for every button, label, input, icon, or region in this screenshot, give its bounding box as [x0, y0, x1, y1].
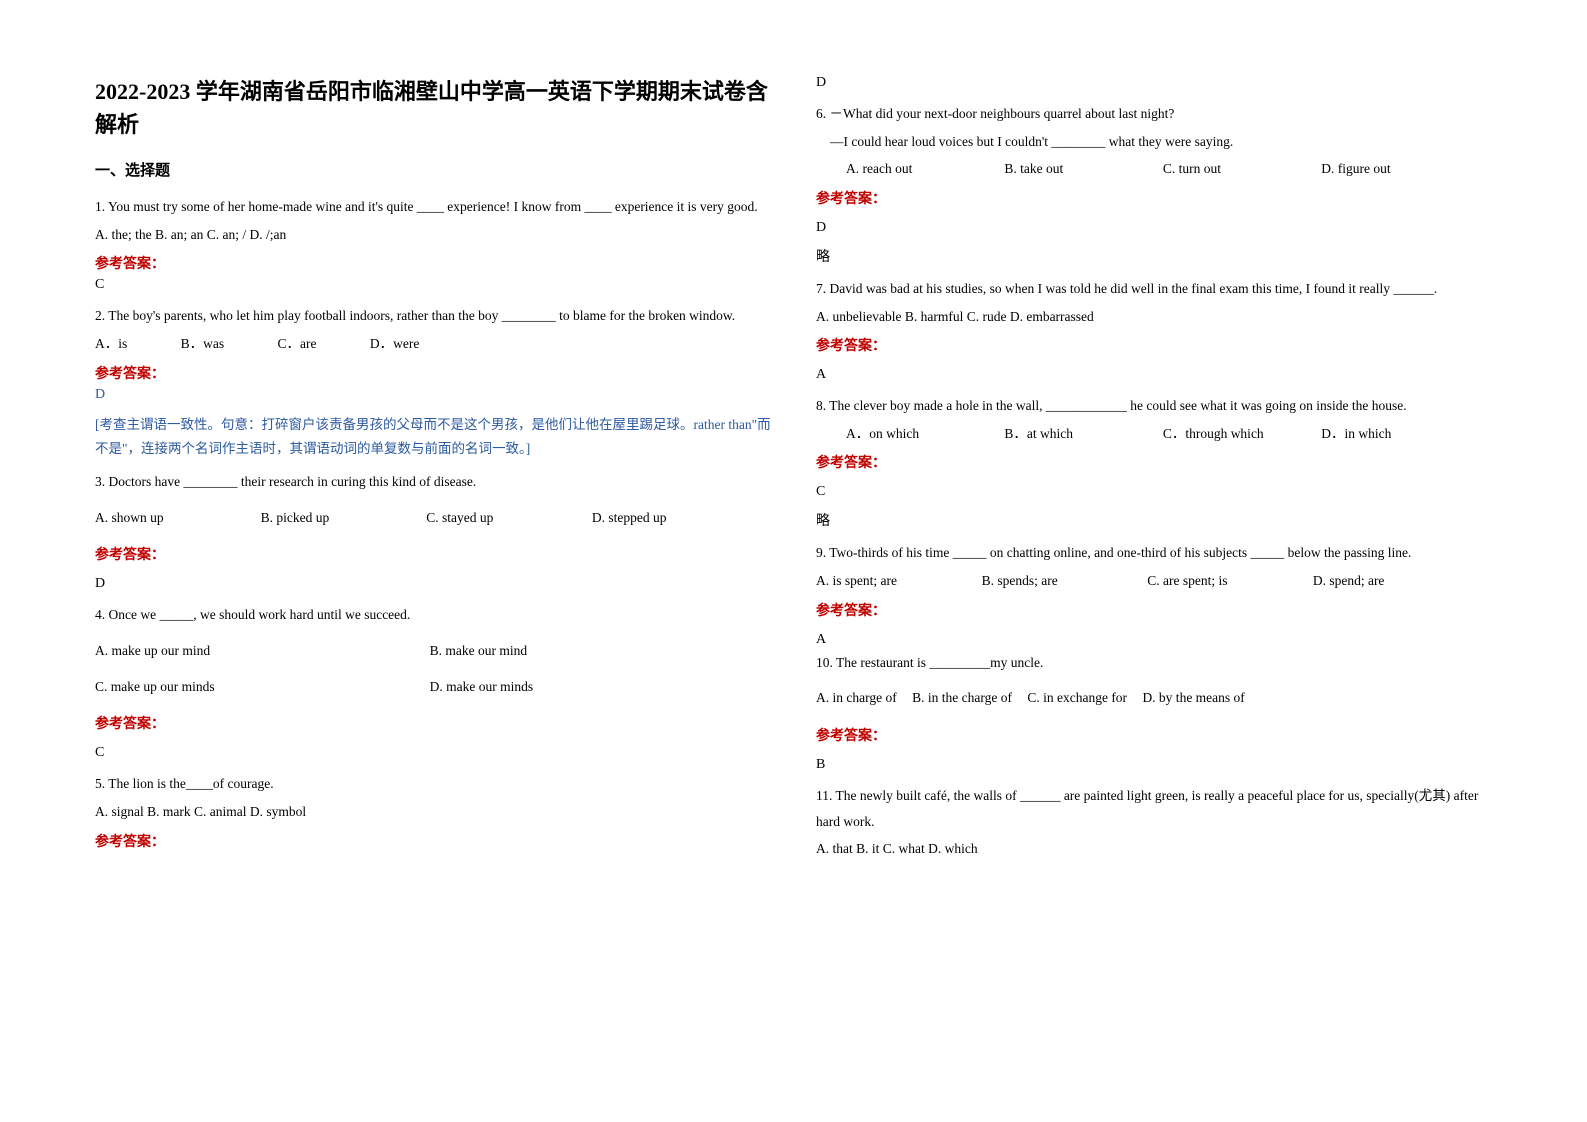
q4-opt-a: A. make up our mind [95, 638, 426, 664]
q10-opt-c: C. in exchange for [1027, 685, 1127, 711]
q11-options: A. that B. it C. what D. which [816, 836, 1492, 862]
q3-opt-a: A. shown up [95, 505, 257, 531]
right-column: D 6. －What did your next-door neighbours… [816, 75, 1492, 1092]
answer-label: 参考答案： [95, 363, 771, 383]
answer-label: 参考答案： [95, 253, 771, 273]
q2-options: A．is B．was C．are D．were [95, 331, 771, 357]
q8-answer: C [816, 484, 1492, 500]
q4-options-row1: A. make up our mind B. make our mind [95, 638, 771, 664]
q8-opt-d: D．in which [1321, 421, 1476, 447]
answer-label: 参考答案： [95, 831, 771, 851]
q3-text: 3. Doctors have ________ their research … [95, 469, 771, 495]
q6-opt-c: C. turn out [1163, 156, 1318, 182]
q4-text: 4. Once we _____, we should work hard un… [95, 602, 771, 628]
q7-answer: A [816, 367, 1492, 383]
q8-options: A．on which B．at which C．through which D．… [816, 421, 1492, 447]
q6-lue: 略 [816, 246, 1492, 266]
q4-options-row2: C. make up our minds D. make our minds [95, 674, 771, 700]
q9-opt-a: A. is spent; are [816, 568, 978, 594]
q9-options: A. is spent; are B. spends; are C. are s… [816, 568, 1492, 594]
q8-opt-c: C．through which [1163, 421, 1318, 447]
q8-lue: 略 [816, 510, 1492, 530]
q9-answer: A [816, 632, 1492, 648]
q6-line2: —I could hear loud voices but I couldn't… [816, 129, 1492, 155]
q2-opt-a: A．is [95, 331, 127, 357]
answer-label: 参考答案： [816, 335, 1492, 355]
q11-text: 11. The newly built café, the walls of _… [816, 783, 1492, 834]
answer-label: 参考答案： [95, 544, 771, 564]
q9-opt-b: B. spends; are [982, 568, 1144, 594]
q4-opt-b: B. make our mind [430, 638, 761, 664]
q4-answer: C [95, 745, 771, 761]
q2-answer: D [95, 387, 771, 403]
q9-opt-c: C. are spent; is [1147, 568, 1309, 594]
q3-opt-b: B. picked up [261, 505, 423, 531]
q8-text: 8. The clever boy made a hole in the wal… [816, 393, 1492, 419]
q10-text: 10. The restaurant is _________my uncle. [816, 650, 1492, 676]
q6-answer: D [816, 220, 1492, 236]
q10-options: A. in charge of B. in the charge of C. i… [816, 685, 1492, 711]
q6-opt-d: D. figure out [1321, 156, 1476, 182]
q9-opt-d: D. spend; are [1313, 568, 1475, 594]
q5-options: A. signal B. mark C. animal D. symbol [95, 799, 771, 825]
q2-text: 2. The boy's parents, who let him play f… [95, 303, 771, 329]
q1-text: 1. You must try some of her home-made wi… [95, 194, 771, 220]
answer-label: 参考答案： [95, 713, 771, 733]
q6-options: A. reach out B. take out C. turn out D. … [816, 156, 1492, 182]
q10-opt-a: A. in charge of [816, 685, 897, 711]
answer-label: 参考答案： [816, 725, 1492, 745]
q8-opt-b: B．at which [1004, 421, 1159, 447]
q2-opt-c: C．are [278, 331, 317, 357]
q6-opt-a: A. reach out [846, 156, 1001, 182]
q1-answer: C [95, 277, 771, 293]
left-column: 2022-2023 学年湖南省岳阳市临湘壁山中学高一英语下学期期末试卷含解析 一… [95, 75, 771, 1092]
answer-label: 参考答案： [816, 600, 1492, 620]
q6-opt-b: B. take out [1004, 156, 1159, 182]
q8-opt-a: A．on which [846, 421, 1001, 447]
q10-opt-d: D. by the means of [1142, 685, 1244, 711]
q5-text: 5. The lion is the____of courage. [95, 771, 771, 797]
section-header: 一、选择题 [95, 159, 771, 180]
q5-answer: D [816, 75, 1492, 91]
q7-options: A. unbelievable B. harmful C. rude D. em… [816, 304, 1492, 330]
answer-label: 参考答案： [816, 452, 1492, 472]
q7-text: 7. David was bad at his studies, so when… [816, 276, 1492, 302]
q2-explanation: [考查主谓语一致性。句意：打碎窗户该责备男孩的父母而不是这个男孩，是他们让他在屋… [95, 413, 771, 462]
q3-options: A. shown up B. picked up C. stayed up D.… [95, 505, 771, 531]
q3-opt-d: D. stepped up [592, 505, 754, 531]
q4-opt-d: D. make our minds [430, 674, 761, 700]
q10-answer: B [816, 757, 1492, 773]
q1-options: A. the; the B. an; an C. an; / D. /;an [95, 222, 771, 248]
q9-text: 9. Two-thirds of his time _____ on chatt… [816, 540, 1492, 566]
answer-label: 参考答案： [816, 188, 1492, 208]
q3-answer: D [95, 576, 771, 592]
q4-opt-c: C. make up our minds [95, 674, 426, 700]
q10-opt-b: B. in the charge of [912, 685, 1012, 711]
document-title: 2022-2023 学年湖南省岳阳市临湘壁山中学高一英语下学期期末试卷含解析 [95, 75, 771, 141]
q2-opt-d: D．were [370, 331, 419, 357]
q6-line1: 6. －What did your next-door neighbours q… [816, 101, 1492, 127]
q2-opt-b: B．was [181, 331, 225, 357]
q3-opt-c: C. stayed up [426, 505, 588, 531]
